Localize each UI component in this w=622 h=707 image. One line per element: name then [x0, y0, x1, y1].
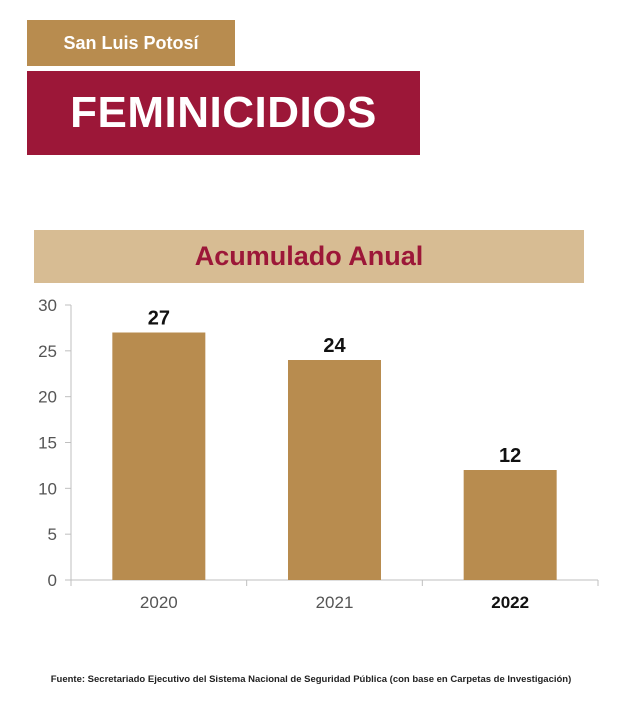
y-tick-label: 20 — [38, 388, 57, 407]
y-tick-label: 10 — [38, 479, 57, 498]
x-tick-label-2022: 2022 — [491, 593, 529, 612]
state-label: San Luis Potosí — [27, 20, 235, 66]
y-tick-label: 5 — [48, 525, 57, 544]
data-label-2022: 12 — [499, 445, 521, 467]
bar-2020 — [112, 332, 206, 580]
data-label-2020: 27 — [148, 308, 170, 330]
y-tick-label: 0 — [48, 571, 57, 590]
bar-chart: 0 5 10 15 20 25 30 27 2020 24 2021 12 2022 — [38, 296, 599, 612]
x-tick-label-2020: 2020 — [140, 593, 178, 612]
x-tick-label-2021: 2021 — [316, 593, 354, 612]
bar-2022 — [463, 470, 557, 580]
y-tick-label: 25 — [38, 342, 57, 361]
page-title: FEMINICIDIOS — [27, 71, 420, 155]
chart-subtitle: Acumulado Anual — [34, 230, 584, 283]
bar-2021 — [288, 360, 381, 580]
data-label-2021: 24 — [323, 335, 346, 357]
source-note: Fuente: Secretariado Ejecutivo del Siste… — [50, 674, 572, 685]
y-tick-label: 30 — [38, 296, 57, 315]
y-tick-label: 15 — [38, 434, 57, 453]
